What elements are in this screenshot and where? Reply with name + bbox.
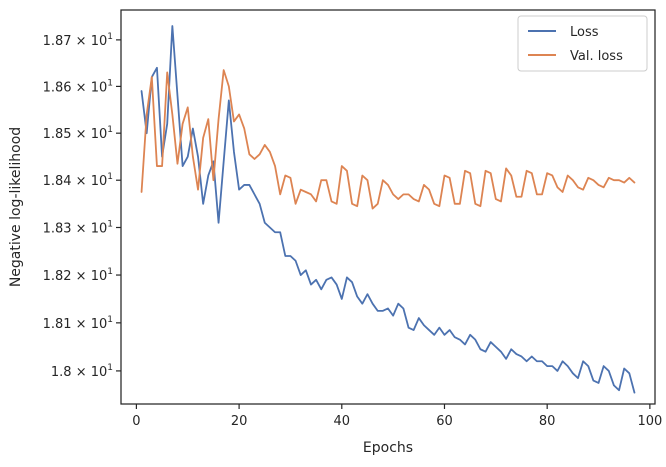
y-tick-label: 1.87 × 101 <box>43 32 113 49</box>
y-tick-label: 1.84 × 101 <box>43 172 113 189</box>
y-axis-label: Negative log-likelihood <box>8 127 24 287</box>
y-tick-label: 1.81 × 101 <box>43 315 113 332</box>
x-axis-label: Epochs <box>363 440 413 456</box>
x-tick-label: 100 <box>637 414 662 429</box>
series-line-val-loss <box>140 69 636 210</box>
series-line-loss <box>140 25 636 394</box>
x-tick-label: 40 <box>334 414 351 429</box>
y-tick-label: 1.86 × 101 <box>43 78 113 95</box>
y-tick-label: 1.83 × 101 <box>43 219 113 236</box>
x-tick-label: 60 <box>436 414 453 429</box>
plot-area: 0 20 40 60 80 100 1.8 × 101 1.81 × 101 1.82 × 1… <box>43 9 662 429</box>
y-tick-label: 1.82 × 101 <box>43 267 113 284</box>
axes-frame <box>120 9 656 405</box>
y-tick-label: 1.85 × 101 <box>43 125 113 142</box>
x-tick-label: 80 <box>539 414 556 429</box>
legend-frame <box>517 15 648 72</box>
x-tick-label: 0 <box>132 414 140 429</box>
x-tick-label: 20 <box>231 414 248 429</box>
legend: Loss Val. loss <box>517 15 648 72</box>
y-axis-ticks: 1.8 × 101 1.81 × 101 1.82 × 101 1.83 × 101 1… <box>43 32 121 380</box>
legend-label-val-loss: Val. loss <box>570 49 623 64</box>
y-tick-label: 1.8 × 101 <box>51 363 113 380</box>
legend-label-loss: Loss <box>570 25 599 40</box>
series-lines <box>140 25 636 394</box>
x-axis-ticks: 0 20 40 60 80 100 <box>132 404 662 429</box>
